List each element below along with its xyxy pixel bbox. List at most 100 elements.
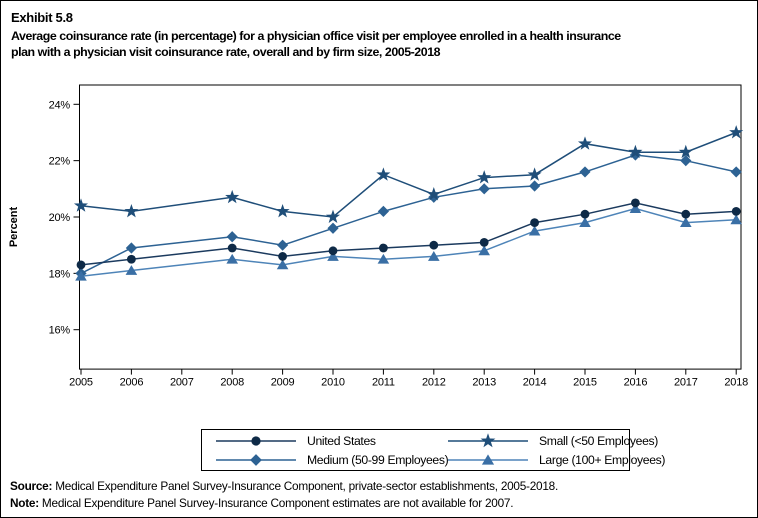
triangle-marker (478, 245, 490, 256)
star-marker (527, 167, 542, 181)
note-line: Note: Medical Expenditure Panel Survey-I… (10, 495, 558, 512)
medium-employees-line-marker-icon (214, 452, 298, 468)
y-tick-label: 16% (49, 325, 71, 337)
diamond-marker (226, 231, 238, 243)
diamond-marker (377, 205, 389, 217)
chart-title-line2: plan with a physician visit coinsurance … (11, 44, 441, 59)
triangle-marker (629, 203, 642, 213)
triangle-marker (327, 251, 339, 261)
star-marker (275, 203, 290, 218)
y-tick-label: 20% (49, 212, 71, 224)
diamond-marker (680, 155, 692, 167)
x-tick-label: 2006 (120, 377, 144, 389)
legend-label: United States (307, 433, 376, 448)
x-tick-label: 2012 (422, 377, 446, 389)
y-axis-label: Percent (8, 206, 20, 247)
legend-item-large-employees: Large (100+ Employees) (446, 451, 665, 469)
circle-marker (429, 240, 439, 250)
legend-label: Medium (50-99 Employees) (307, 452, 449, 467)
circle-marker (530, 218, 539, 228)
triangle-marker (730, 214, 742, 225)
circle-marker (731, 206, 741, 216)
note-text: Medical Expenditure Panel Survey-Insuran… (38, 495, 514, 510)
chart-title-line1: Average coinsurance rate (in percentage)… (11, 29, 621, 43)
chart-header: Exhibit 5.8 Average coinsurance rate (in… (11, 10, 621, 60)
circle-marker (227, 243, 237, 253)
circle-marker (479, 237, 489, 247)
united-states-line-marker-icon (214, 433, 298, 449)
diamond-marker (277, 239, 289, 251)
circle-marker (251, 435, 261, 446)
circle-marker (580, 209, 590, 219)
series-united-states (76, 198, 741, 270)
x-tick-label: 2015 (573, 377, 597, 389)
circle-marker (681, 209, 691, 219)
x-tick-label: 2005 (69, 377, 93, 389)
x-tick-label: 2013 (472, 377, 496, 389)
diamond-marker (730, 166, 742, 178)
star-marker (577, 136, 593, 150)
star-marker (729, 125, 744, 139)
star-marker (225, 189, 240, 204)
legend-item-united-states: United States (214, 432, 446, 450)
small-employees-line-marker-icon (446, 432, 530, 449)
x-tick-label: 2011 (372, 377, 395, 389)
diamond-marker (529, 180, 541, 192)
triangle-marker (481, 453, 495, 465)
triangle-marker (226, 253, 238, 264)
triangle-marker (579, 217, 591, 228)
circle-marker (379, 243, 388, 253)
circle-marker (328, 246, 338, 256)
x-tick-label: 2016 (624, 377, 648, 389)
x-tick-label: 2010 (321, 377, 345, 389)
x-tick-label: 2007 (170, 377, 194, 389)
x-tick-label: 2008 (220, 377, 244, 389)
diamond-marker (478, 183, 490, 195)
triangle-marker (75, 270, 87, 281)
star-marker (477, 170, 492, 184)
plot-border (79, 84, 742, 370)
triangle-marker (528, 225, 541, 236)
star-marker (678, 144, 693, 159)
series-medium-50-99-employees (75, 149, 742, 279)
triangle-marker (377, 253, 390, 264)
large-employees-line-marker-icon (446, 452, 530, 468)
star-marker (426, 187, 441, 201)
star-marker (628, 144, 643, 159)
diamond-marker (125, 242, 137, 254)
x-tick-label: 2018 (724, 377, 748, 389)
circle-marker (278, 252, 287, 261)
circle-marker (76, 260, 86, 270)
source-label: Source: (10, 479, 53, 493)
triangle-marker (680, 217, 692, 228)
legend-label: Small (<50 Employees) (539, 433, 658, 448)
x-tick-label: 2017 (674, 377, 698, 389)
x-tick-label: 2009 (271, 377, 295, 389)
diamond-marker (327, 222, 339, 234)
star-marker (376, 167, 391, 181)
triangle-marker (276, 259, 289, 270)
diamond-marker (579, 166, 591, 178)
star-marker (73, 198, 89, 212)
diamond-marker (250, 453, 262, 466)
source-text: Medical Expenditure Panel Survey-Insuran… (52, 479, 559, 493)
series-small-50-employees (73, 125, 744, 223)
legend-item-medium-employees: Medium (50-99 Employees) (214, 451, 449, 469)
y-tick-label: 24% (49, 99, 71, 111)
y-tick-label: 22% (49, 156, 71, 168)
circle-marker (631, 198, 640, 208)
exhibit-number: Exhibit 5.8 (11, 10, 73, 25)
chart-footnotes: Source: Medical Expenditure Panel Survey… (10, 478, 558, 511)
circle-marker (126, 254, 136, 264)
star-marker (480, 432, 496, 447)
triangle-marker (125, 265, 138, 275)
chart-legend: United States Small (<50 Employees) Medi… (201, 429, 665, 471)
series-large-100-employees (75, 203, 742, 281)
legend-label: Large (100+ Employees) (539, 452, 666, 467)
star-marker (325, 209, 341, 223)
triangle-marker (428, 251, 440, 261)
series-line (80, 154, 737, 275)
x-tick-label: 2014 (523, 377, 547, 389)
